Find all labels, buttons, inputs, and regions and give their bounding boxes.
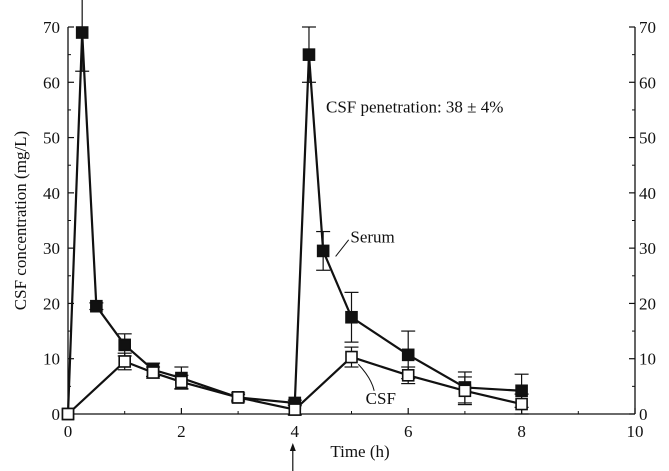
csf-point bbox=[515, 397, 528, 411]
y-tick-label-left: 30 bbox=[43, 239, 60, 258]
y-tick-label-right: 50 bbox=[639, 129, 656, 148]
serum-point bbox=[345, 310, 358, 324]
csf-point bbox=[401, 368, 415, 382]
csf-penetration-annotation: CSF penetration: 38 ± 4% bbox=[326, 98, 503, 117]
csf-label-leader bbox=[357, 363, 375, 391]
serum-point bbox=[302, 48, 316, 61]
csf-point bbox=[231, 391, 245, 404]
csf-label: CSF bbox=[366, 389, 396, 408]
dose-arrow-head bbox=[289, 443, 296, 451]
y-tick-label-left: 70 bbox=[43, 18, 60, 37]
csf-point bbox=[458, 384, 472, 398]
y-tick-label-right: 30 bbox=[639, 239, 656, 258]
serum-point bbox=[316, 244, 330, 258]
y-tick-label-right: 20 bbox=[639, 294, 656, 313]
y-tick-label-left: 0 bbox=[52, 405, 61, 424]
x-tick-label: 0 bbox=[64, 422, 73, 441]
y-tick-label-right: 60 bbox=[639, 73, 656, 92]
csf-point bbox=[118, 355, 131, 368]
serum-point bbox=[75, 26, 89, 39]
x-tick-label: 4 bbox=[291, 422, 300, 441]
y-tick-label-right: 70 bbox=[639, 18, 656, 37]
serum-label: Serum bbox=[350, 228, 394, 247]
csf-point bbox=[345, 350, 358, 364]
y-axis-title: CSF concentration (mg/L) bbox=[11, 131, 30, 310]
serum-point bbox=[118, 338, 131, 352]
serum-label-leader bbox=[335, 239, 350, 257]
csf-point bbox=[288, 403, 302, 416]
y-tick-label-left: 40 bbox=[43, 184, 60, 203]
serum-point bbox=[515, 384, 528, 398]
x-tick-label: 10 bbox=[627, 422, 644, 441]
x-tick-label: 2 bbox=[177, 422, 186, 441]
y-tick-label-left: 10 bbox=[43, 350, 60, 369]
x-axis-title: Time (h) bbox=[330, 442, 389, 461]
csf-point bbox=[175, 375, 188, 389]
x-tick-label: 6 bbox=[404, 422, 413, 441]
y-tick-label-right: 0 bbox=[639, 405, 648, 424]
y-tick-label-left: 20 bbox=[43, 294, 60, 313]
serum-point bbox=[401, 348, 415, 362]
x-tick-label: 8 bbox=[517, 422, 526, 441]
serum-series-line bbox=[66, 32, 522, 415]
y-tick-label-right: 40 bbox=[639, 184, 656, 203]
csf-series-line bbox=[67, 355, 522, 415]
y-tick-label-right: 10 bbox=[639, 350, 656, 369]
serum-point bbox=[90, 299, 103, 313]
y-tick-label-left: 50 bbox=[43, 129, 60, 148]
csf-point bbox=[146, 366, 160, 379]
csf-point bbox=[61, 407, 75, 421]
y-tick-label-left: 60 bbox=[43, 73, 60, 92]
